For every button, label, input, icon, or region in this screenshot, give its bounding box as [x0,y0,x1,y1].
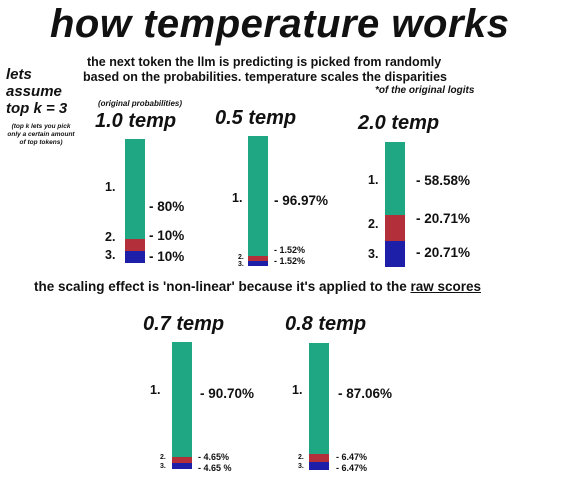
rank-label: 3. [298,463,304,470]
subtitle-line-2: based on the probabilities. temperature … [83,70,448,84]
probability-value: - 4.65 % [198,463,232,473]
bar-segment-token-2 [309,454,329,462]
rank-label: 2. [105,230,116,244]
diagram-title: 0.7 temp [143,313,225,335]
bar-segment-token-3 [309,462,329,470]
probability-value: - 90.70% [200,386,255,401]
side-note: lets assume top k = 3 [6,66,68,117]
bar-segment-token-2 [172,457,192,463]
diagram-title: 0.8 temp [285,313,367,335]
rank-label: 1. [105,180,116,194]
page-title: how temperature works [50,2,510,46]
diagram-title: 1.0 temp [95,110,177,132]
diagram-title: 0.5 temp [215,107,297,129]
probability-bar [248,136,268,266]
bar-segment-token-1 [125,139,145,239]
probability-value: - 20.71% [416,211,471,226]
bar-segment-token-2 [125,239,145,251]
probability-bar [172,342,192,469]
rank-label: 2. [298,454,304,461]
subtitle-line-1: the next token the llm is predicting is … [87,55,442,69]
bar-segment-token-1 [309,343,329,454]
bar-segment-token-2 [248,256,268,261]
rank-label: 2. [160,454,166,461]
scaling-note: the scaling effect is 'non-linear' becau… [34,279,481,294]
probability-value: - 58.58% [416,173,471,188]
rank-label: 1. [368,173,379,187]
scaling-note-text: the scaling effect is 'non-linear' becau… [34,279,411,294]
rank-label: 1. [150,383,161,397]
probability-value: - 6.47% [336,452,368,462]
bar-segment-token-3 [248,261,268,266]
probability-value: - 20.71% [416,245,471,260]
original-probabilities-note: (original probabilities) [98,99,183,108]
probability-bar [125,139,145,263]
rank-label: 1. [232,191,243,205]
bar-segment-token-3 [385,241,405,267]
topk-note: (top k lets you pick only a certain amou… [7,123,75,146]
probability-value: - 87.06% [338,386,393,401]
rank-label: 2. [368,217,379,231]
rank-label: 2. [238,254,244,261]
probability-value: - 1.52% [274,256,306,266]
probability-value: - 96.97% [274,193,329,208]
rank-label: 3. [368,247,379,261]
probability-bar [309,343,329,470]
rank-label: 3. [238,261,244,268]
bar-segment-token-1 [248,136,268,256]
raw-scores-underlined: raw scores [410,279,482,294]
footnote: *of the original logits [375,85,475,96]
probability-value: - 4.65% [198,452,230,462]
bar-segment-token-1 [172,342,192,457]
probability-value: - 80% [149,199,185,214]
bar-segment-token-3 [125,251,145,263]
rank-label: 1. [292,383,303,397]
bar-segment-token-1 [385,142,405,215]
bar-segment-token-2 [385,215,405,241]
probability-value: - 6.47% [336,463,368,473]
probability-value: - 1.52% [274,245,306,255]
diagram-title: 2.0 temp [358,112,440,134]
bar-segment-token-3 [172,463,192,469]
probability-value: - 10% [149,249,185,264]
probability-bar [385,142,405,267]
probability-value: - 10% [149,228,185,243]
rank-label: 3. [105,248,116,262]
rank-label: 3. [160,463,166,470]
